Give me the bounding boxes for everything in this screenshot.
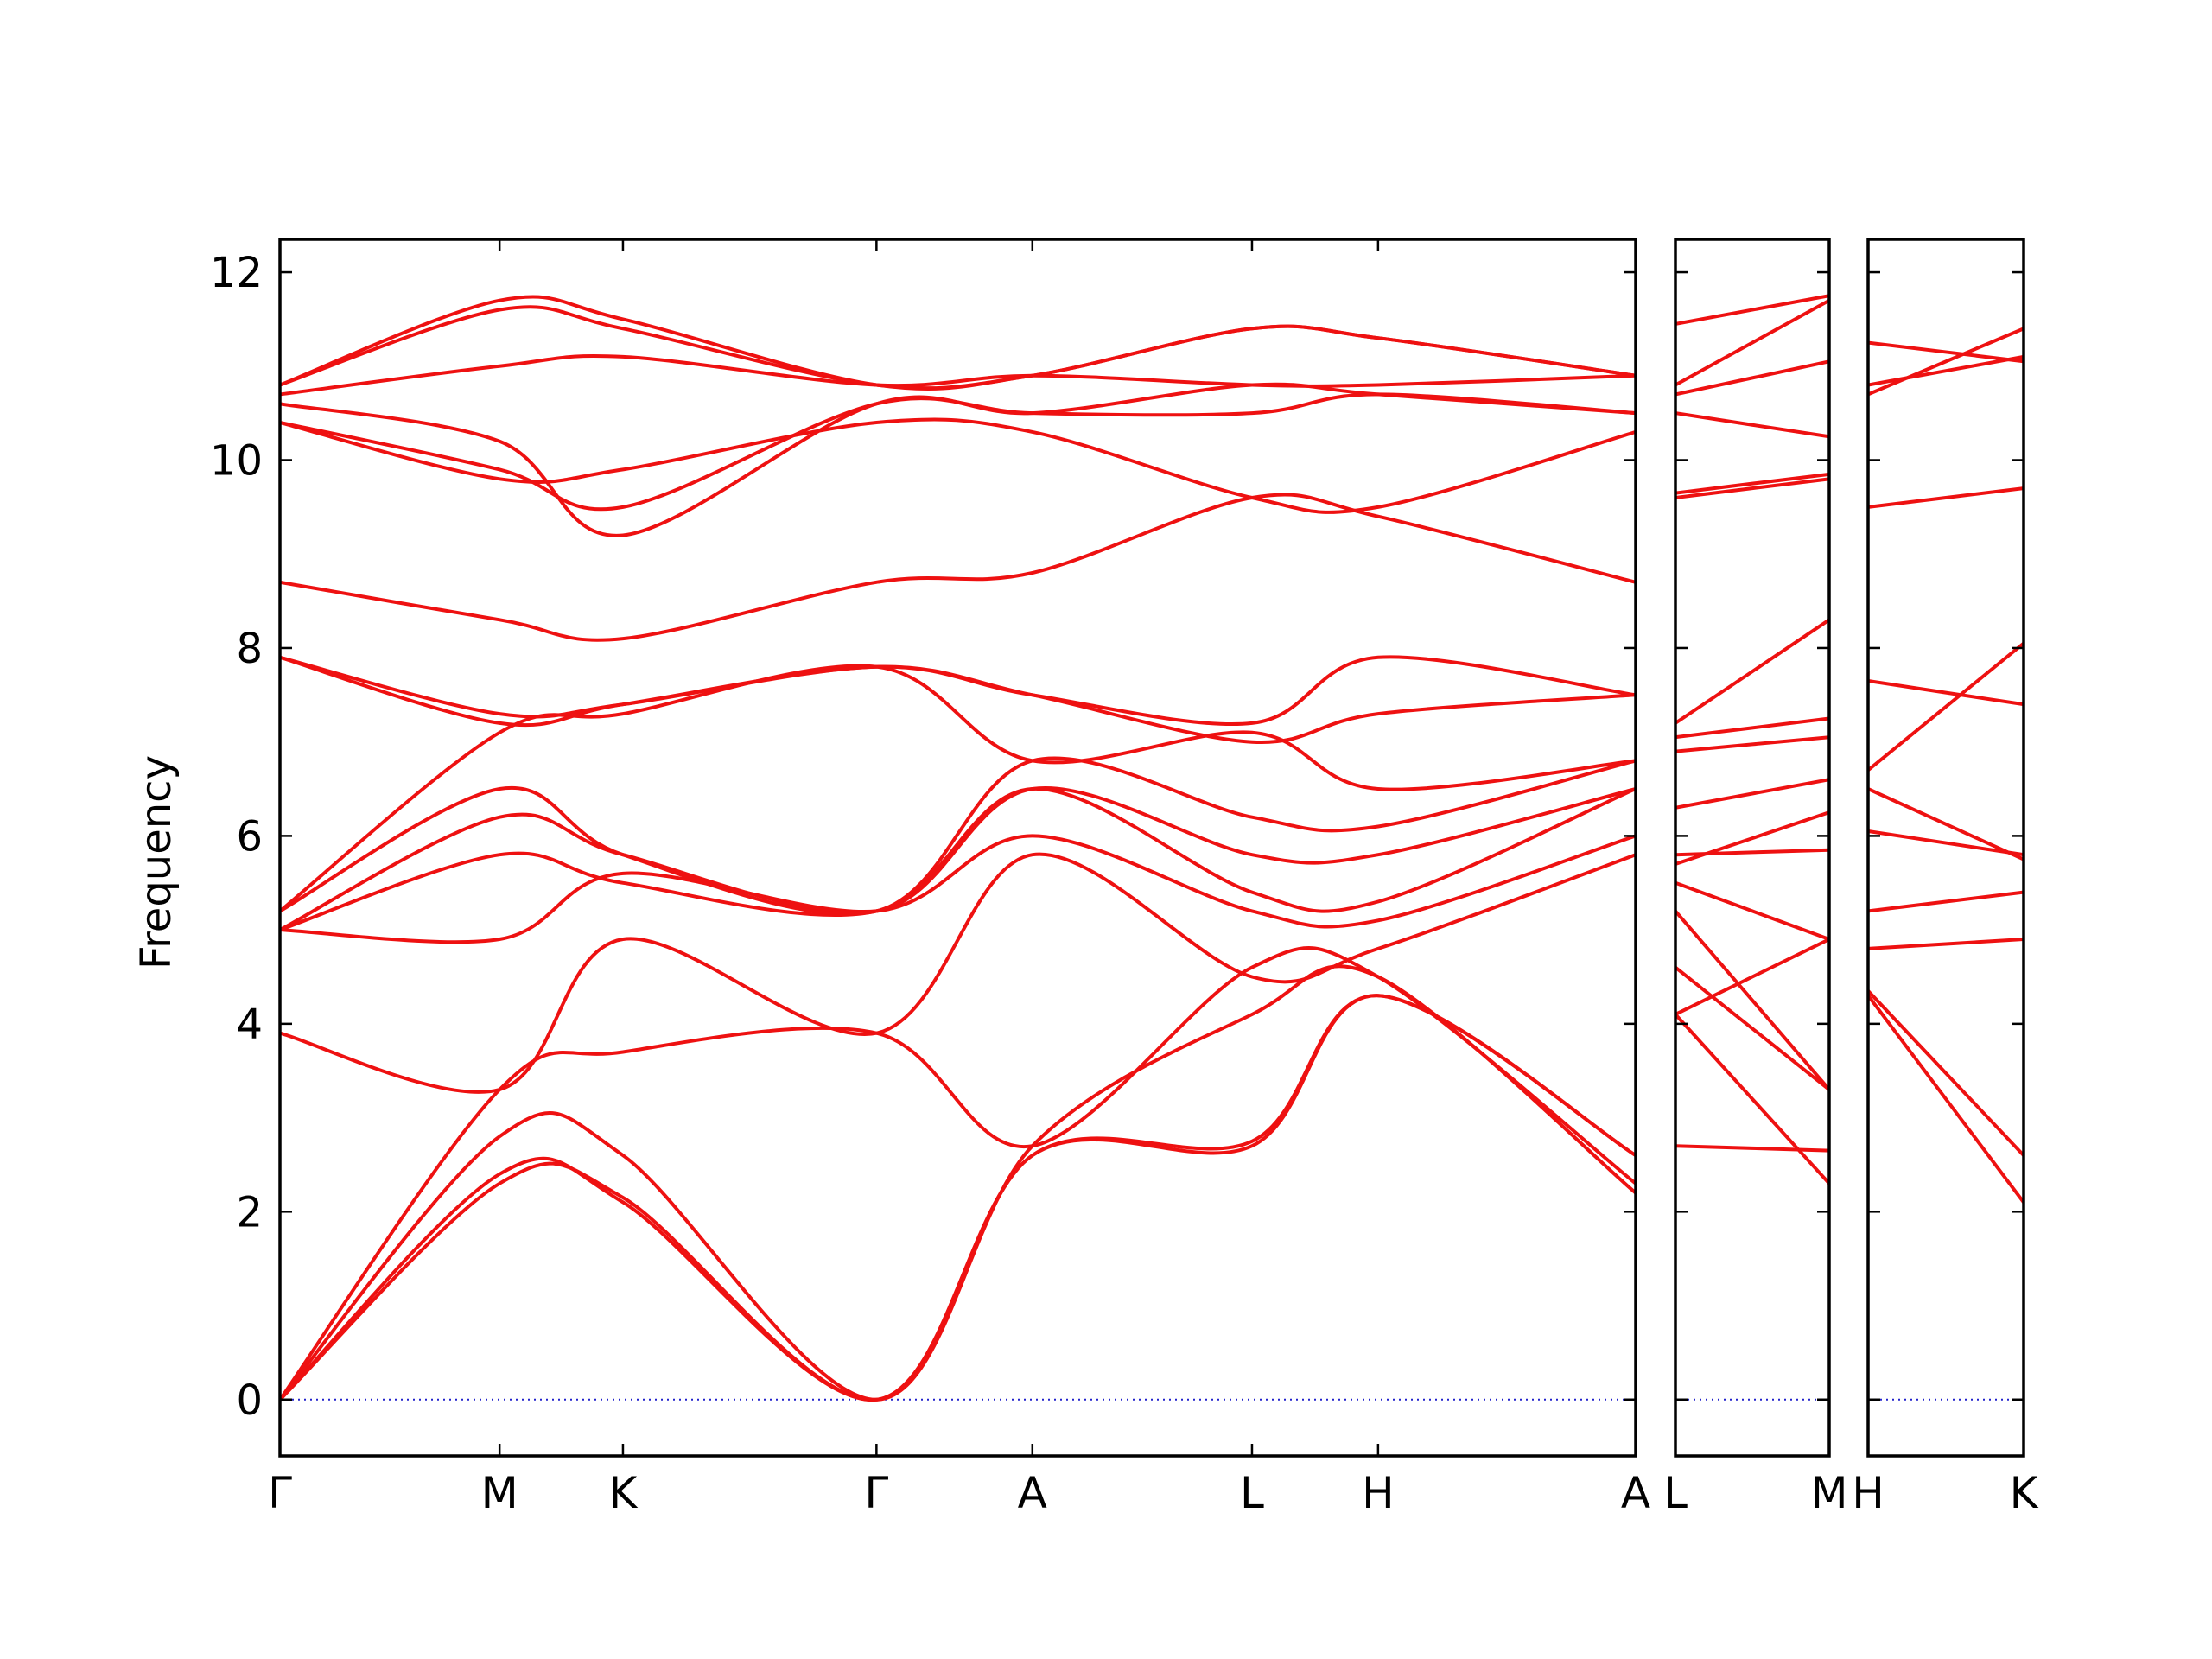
y-tick-label: 4 (236, 1001, 263, 1049)
band-line-6 (1868, 787, 2024, 861)
bands (280, 295, 1636, 1402)
band-line-9 (280, 756, 1636, 916)
band-line-18 (1675, 294, 1829, 326)
band-line-3 (1868, 938, 2024, 950)
band-line-16 (1675, 359, 1829, 397)
band-line-9 (1868, 486, 2024, 509)
plot-frame (278, 238, 1637, 1458)
band-line-9 (1675, 778, 1829, 810)
x-tick-label: A (1621, 1468, 1650, 1518)
band-line-3 (280, 964, 1636, 1402)
x-tick-label: K (2010, 1468, 2039, 1518)
band-line-5 (1675, 880, 1829, 941)
band-line-6 (1675, 938, 1829, 1016)
band-line-11 (1675, 716, 1829, 740)
band-line-3 (1675, 965, 1829, 1091)
band-line-7 (1868, 641, 2024, 772)
band-line-13 (280, 493, 1636, 642)
band-line-10 (1675, 735, 1829, 753)
band-line-16 (280, 382, 1636, 537)
band-line-1 (280, 994, 1636, 1402)
band-line-17 (1675, 298, 1829, 387)
band-line-4 (1675, 909, 1829, 1091)
band-line-1 (1675, 1144, 1829, 1153)
band-line-2 (280, 994, 1636, 1402)
band-line-10 (1868, 327, 2024, 397)
bands (1675, 294, 1829, 1185)
x-tick-label: L (1663, 1468, 1688, 1518)
panel-1: 0 2 4 6 8 10 12 Γ M K Γ A L H A (210, 238, 1650, 1518)
band-line-5 (280, 852, 1636, 1094)
band-line-18 (280, 305, 1636, 391)
y-axis-label: Frequency (132, 755, 181, 969)
plot-frame (1674, 238, 1831, 1458)
band-line-1 (1868, 994, 2024, 1205)
band-line-2 (1868, 988, 2024, 1158)
y-tick-label: 8 (236, 625, 263, 673)
band-line-4 (280, 945, 1636, 1402)
band-line-8 (280, 785, 1636, 932)
x-tick-label: M (1810, 1468, 1847, 1518)
x-tick-label: H (1362, 1468, 1395, 1518)
plot-frame (1866, 238, 2025, 1458)
x-tick-label: A (1018, 1468, 1047, 1518)
x-tick-label: L (1240, 1468, 1264, 1518)
y-tick-label: 2 (236, 1188, 263, 1236)
band-line-8 (1675, 810, 1829, 866)
band-line-19 (280, 295, 1636, 391)
band-line-7 (1675, 848, 1829, 857)
band-line-2 (1675, 1013, 1829, 1185)
band-line-12 (1868, 340, 2024, 364)
x-tick-label: H (1852, 1468, 1885, 1518)
y-tick-label: 10 (210, 437, 263, 486)
x-tick-label: K (609, 1468, 639, 1518)
bands (1868, 327, 2024, 1205)
y-tick-label: 12 (210, 249, 263, 297)
band-line-15 (1675, 411, 1829, 439)
band-line-5 (1868, 830, 2024, 857)
band-line-12 (1675, 618, 1829, 725)
band-line-7 (280, 786, 1636, 932)
band-line-4 (1868, 890, 2024, 913)
x-tick-label: Γ (864, 1468, 888, 1518)
band-line-13 (1675, 477, 1829, 499)
band-line-15 (280, 392, 1636, 512)
band-line-17 (280, 353, 1636, 397)
band-line-10 (280, 664, 1636, 913)
y-tick-label: 0 (236, 1376, 263, 1425)
band-line-14 (280, 417, 1636, 514)
x-tick-label: Γ (268, 1468, 292, 1518)
x-tick-label: M (481, 1468, 518, 1518)
band-line-8 (1868, 679, 2024, 707)
band-line-14 (1675, 472, 1829, 495)
band-line-12 (280, 655, 1636, 745)
y-tick-label: 6 (236, 812, 263, 861)
band-line-6 (280, 834, 1636, 944)
